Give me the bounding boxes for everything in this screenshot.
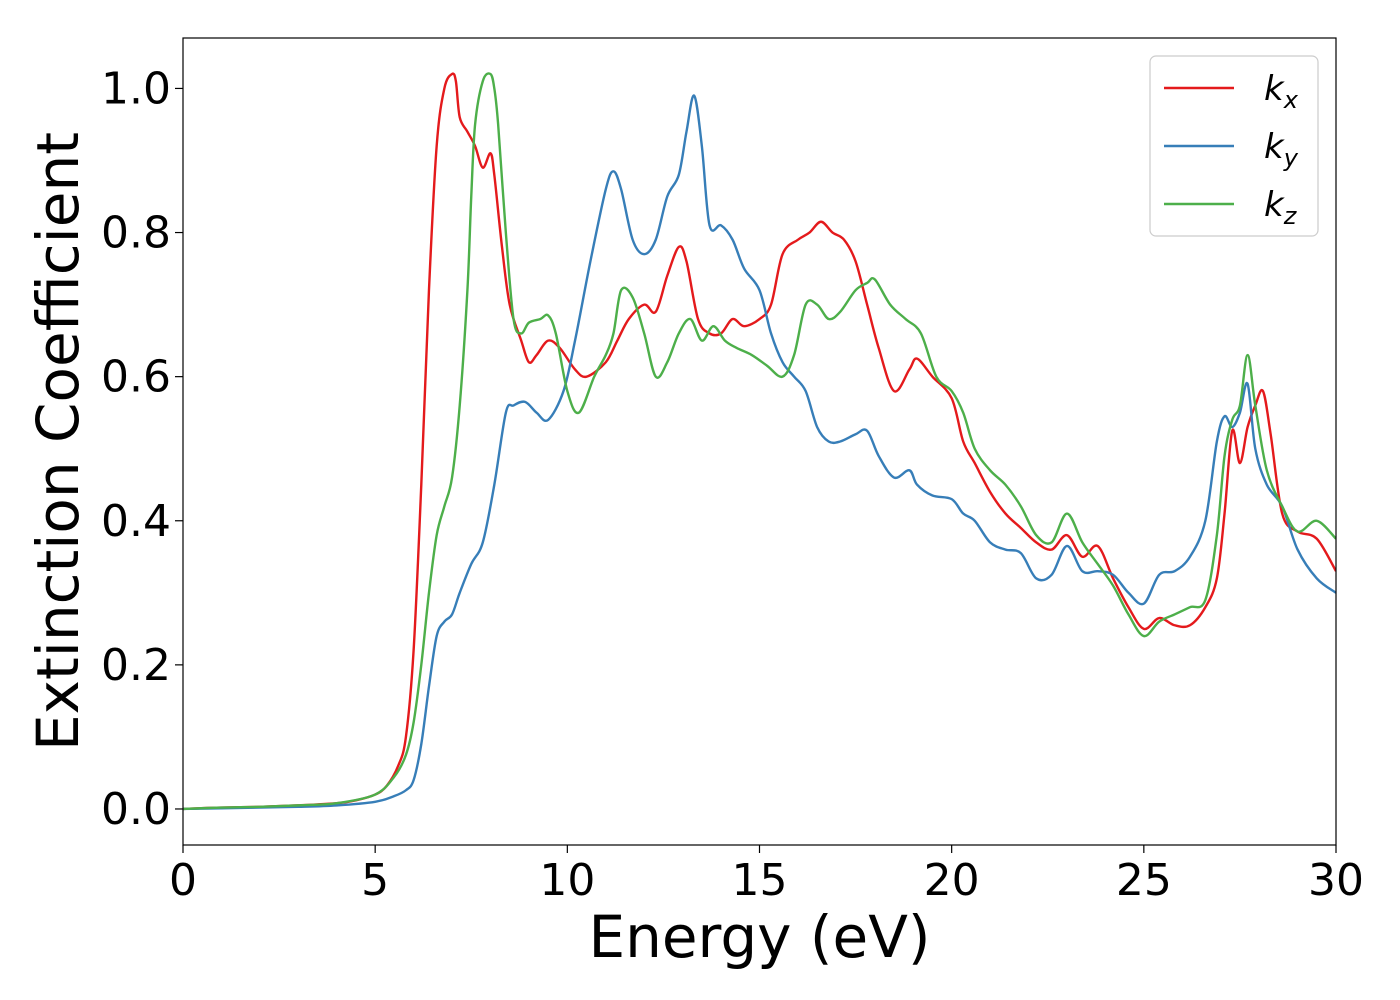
y-tick-label: 0.2 bbox=[101, 640, 171, 691]
legend-label-ky: ky bbox=[1264, 127, 1299, 172]
x-tick-label: 25 bbox=[1116, 855, 1172, 906]
series-line-ky bbox=[183, 94, 1336, 811]
y-tick-label: 1.0 bbox=[101, 63, 171, 114]
y-tick-label: 0.0 bbox=[101, 784, 171, 835]
x-tick-label: 15 bbox=[732, 855, 788, 906]
series-layer bbox=[183, 72, 1336, 811]
x-tick-label: 30 bbox=[1308, 855, 1364, 906]
series-line-kz bbox=[183, 72, 1336, 811]
x-tick-label: 10 bbox=[539, 855, 595, 906]
legend-label-kz: kz bbox=[1264, 185, 1298, 230]
y-axis-title: Extinction Coefficient bbox=[24, 132, 92, 751]
x-tick-label: 0 bbox=[169, 855, 197, 906]
x-tick-label: 5 bbox=[361, 855, 389, 906]
legend-label-kx: kx bbox=[1264, 69, 1299, 114]
x-axis-title: Energy (eV) bbox=[588, 903, 930, 971]
series-line-kx bbox=[183, 72, 1336, 811]
x-tick-label: 20 bbox=[924, 855, 980, 906]
ticks-layer: 0 5 10 15 20 25 30 0.0 0.2 0.4 0.6 0.8 1.0 bbox=[101, 63, 1364, 906]
y-tick-label: 0.4 bbox=[101, 496, 171, 547]
y-tick-label: 0.8 bbox=[101, 208, 171, 259]
y-tick-label: 0.6 bbox=[101, 352, 171, 403]
legend: kx ky kz bbox=[1149, 55, 1319, 237]
